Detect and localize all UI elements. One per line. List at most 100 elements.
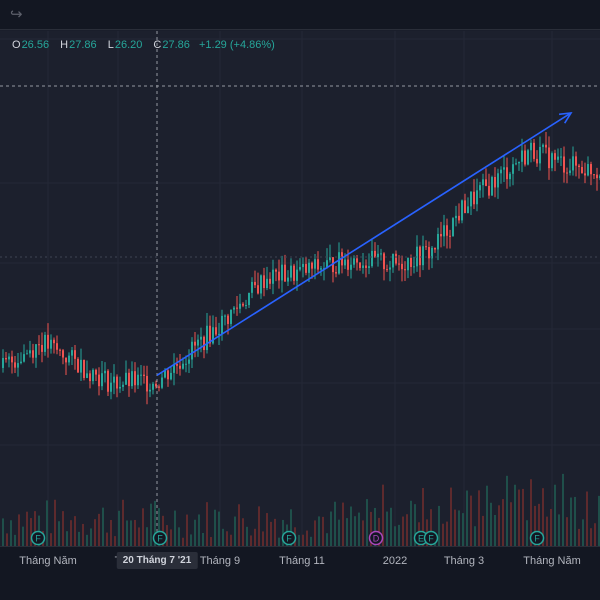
volume-bar [150,503,152,546]
volume-bar [354,516,356,546]
candle-body [539,146,541,164]
candle-body [80,359,82,373]
volume-bar [538,503,540,546]
candle-body [596,174,598,179]
candle-body [74,350,76,359]
volume-bar [10,520,12,546]
candle-body [593,174,595,176]
candle-body [191,341,193,360]
redo-arrow-icon[interactable]: ↪ [10,6,23,23]
candle-body [425,246,427,248]
candle-body [485,179,487,186]
candle-body [65,357,67,363]
candle-body [251,281,253,293]
candle-body [542,144,544,147]
volume-bar [210,537,212,546]
candle-body [248,292,250,306]
candle-body [218,333,220,335]
event-marker: F [152,530,168,546]
volume-bar [90,528,92,546]
volume-bar [570,497,572,546]
volume-bar [226,531,228,546]
candle-body [59,349,61,351]
event-marker: D [368,530,384,546]
candle-body [554,153,556,160]
low-value: 26.20 [114,39,143,51]
volume-bar [190,534,192,546]
candle-body [350,264,352,270]
candle-body [506,167,508,180]
candle-series [2,132,600,405]
candle-body [122,384,124,387]
volume-bar [130,520,132,546]
candle-body [233,307,235,310]
volume-bar [262,531,264,546]
volume-bar [310,536,312,546]
time-axis[interactable]: Tháng Năm T Tháng 9 Tháng 11 2022 Tháng … [0,546,600,600]
candle-body [32,350,34,358]
candle-body [17,363,19,368]
candle-body [56,343,58,350]
volume-bar [238,504,240,546]
candle-body [503,167,505,170]
volume-bar [546,516,548,546]
candle-body [509,173,511,180]
candle-body [551,153,553,169]
candle-body [428,247,430,259]
volume-bar [98,513,100,546]
volume-bar [282,519,284,546]
candle-body [575,156,577,166]
event-marker: F [423,530,439,546]
volume-bar [454,509,456,546]
candle-body [524,150,526,165]
volume-bar [126,520,128,546]
candle-body [449,235,451,237]
x-tick-label: Tháng 11 [279,555,325,567]
candle-body [8,356,10,360]
candle-body [512,164,514,174]
candle-body [401,263,403,270]
volume-bar [370,511,372,546]
candle-body [137,374,139,386]
candle-body [452,218,454,237]
candle-body [266,278,268,289]
close-value: 27.86 [162,39,190,51]
volume-bar [402,516,404,546]
low-key: L [107,39,114,51]
volume-bar [82,523,84,546]
candle-body [164,370,166,378]
volume-bar [506,475,508,546]
candle-body [128,372,130,387]
candle-body [119,386,121,389]
volume-bar [118,510,120,546]
candle-body [467,206,469,214]
volume-bar [406,514,408,546]
volume-bar [358,512,360,546]
volume-bar [382,484,384,546]
candle-body [545,144,547,148]
volume-bar [334,501,336,546]
candle-body [200,336,202,340]
volume-bar [482,515,484,546]
candle-body [317,259,319,270]
candle-body [371,250,373,267]
volume-bar [254,528,256,546]
volume-bar [450,487,452,546]
x-tick-label: Tháng Năm [19,555,77,567]
candle-body [590,164,592,175]
candle-body [176,364,178,366]
candle-body [302,263,304,268]
change-value: +1.29 (+4.86%) [198,39,275,51]
volume-bar [2,518,4,546]
volume-bar [514,484,516,546]
candle-body [347,259,349,270]
candle-body [434,247,436,250]
candle-body [62,350,64,358]
volume-bar [462,513,464,546]
volume-bar [510,502,512,546]
candle-body [314,259,316,269]
open-key: O [12,39,21,51]
